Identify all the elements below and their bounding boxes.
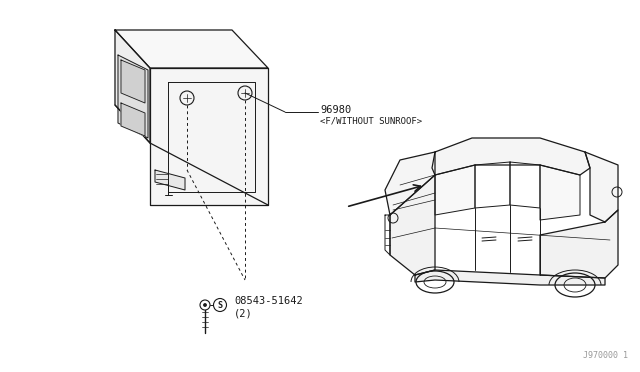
Polygon shape xyxy=(115,30,150,143)
Polygon shape xyxy=(121,103,145,136)
Text: 08543-51642: 08543-51642 xyxy=(234,296,303,306)
Polygon shape xyxy=(385,152,435,215)
Polygon shape xyxy=(432,138,590,175)
Polygon shape xyxy=(150,68,268,205)
Text: 96980: 96980 xyxy=(320,105,351,115)
Text: J970000 1: J970000 1 xyxy=(583,351,628,360)
Polygon shape xyxy=(415,270,605,285)
Polygon shape xyxy=(155,170,185,190)
Polygon shape xyxy=(540,210,618,278)
Polygon shape xyxy=(118,55,148,138)
Circle shape xyxy=(204,304,206,306)
Polygon shape xyxy=(540,165,580,220)
Text: S: S xyxy=(218,301,223,310)
Polygon shape xyxy=(390,175,435,275)
Polygon shape xyxy=(585,152,618,222)
Text: (2): (2) xyxy=(234,308,253,318)
Text: <F/WITHOUT SUNROOF>: <F/WITHOUT SUNROOF> xyxy=(320,116,422,125)
Polygon shape xyxy=(121,60,145,103)
Polygon shape xyxy=(435,165,475,215)
Polygon shape xyxy=(115,30,268,68)
